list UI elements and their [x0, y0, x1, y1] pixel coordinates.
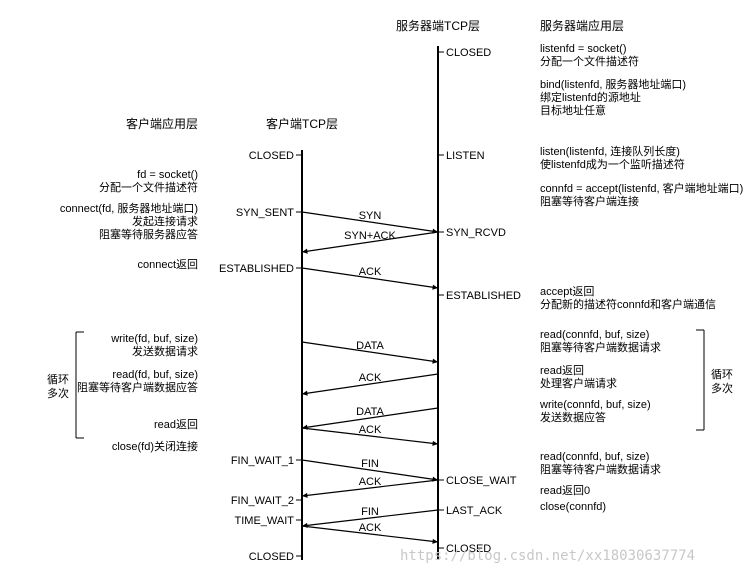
- client-state: CLOSED: [249, 551, 294, 563]
- client-note: 阻塞等待客户端数据应答: [77, 380, 198, 394]
- message-label: ACK: [359, 476, 382, 488]
- message-label: ACK: [359, 372, 382, 384]
- server-note: read(connfd, buf, size): [540, 451, 649, 463]
- server-note: 处理客户端请求: [540, 376, 617, 390]
- client-state: TIME_WAIT: [235, 515, 295, 527]
- message-label: SYN: [359, 210, 382, 222]
- watermark: https://blog.csdn.net/xx18030637774: [400, 548, 695, 564]
- client-note: close(fd)关闭连接: [112, 439, 198, 453]
- server-note: read返回: [540, 364, 584, 377]
- loop-client: 多次: [47, 386, 69, 400]
- client-note: read返回: [154, 418, 198, 431]
- server-note: close(connfd): [540, 501, 606, 513]
- server-state: LISTEN: [446, 150, 485, 162]
- client-note: connect(fd, 服务器地址端口): [60, 201, 198, 215]
- server-note: 发送数据应答: [540, 410, 606, 424]
- server-note: 使listenfd成为一个监听描述符: [540, 157, 685, 171]
- header-server-app: 服务器端应用层: [540, 18, 624, 33]
- server-state: ESTABLISHED: [446, 290, 521, 302]
- client-note: 阻塞等待服务器应答: [99, 227, 198, 241]
- server-note: read(connfd, buf, size): [540, 329, 649, 341]
- header-client-tcp: 客户端TCP层: [266, 116, 338, 131]
- client-note: 发起连接请求: [132, 214, 198, 228]
- server-state: LAST_ACK: [446, 505, 503, 517]
- server-note: 绑定listenfd的源地址: [540, 90, 641, 104]
- client-note: 发送数据请求: [132, 344, 198, 358]
- server-note: accept返回: [540, 285, 594, 298]
- client-note: connect返回: [137, 258, 198, 271]
- client-note: write(fd, buf, size): [110, 333, 198, 345]
- server-state: SYN_RCVD: [446, 227, 506, 239]
- message-label: ACK: [359, 266, 382, 278]
- loop-client: 循环: [47, 373, 69, 386]
- message-label: ACK: [359, 522, 382, 534]
- message-label: ACK: [359, 424, 382, 436]
- server-note: bind(listenfd, 服务器地址端口): [540, 77, 686, 91]
- client-note: read(fd, buf, size): [112, 369, 198, 381]
- client-state: FIN_WAIT_2: [231, 495, 294, 507]
- server-note: listenfd = socket(): [540, 43, 627, 55]
- server-state: CLOSED: [446, 47, 491, 59]
- client-state: ESTABLISHED: [219, 263, 294, 275]
- server-note: 目标地址任意: [540, 103, 606, 117]
- server-state: CLOSE_WAIT: [446, 475, 517, 487]
- message-label: FIN: [361, 458, 379, 470]
- server-note: listen(listenfd, 连接队列长度): [540, 144, 680, 158]
- client-state: CLOSED: [249, 150, 294, 162]
- loop-server: 多次: [711, 381, 733, 395]
- server-note: read返回0: [540, 484, 590, 497]
- message-label: FIN: [361, 506, 379, 518]
- tcp-sequence-diagram: 客户端应用层 客户端TCP层 服务器端TCP层 服务器端应用层 CLOSED SYN_SE…: [0, 0, 745, 572]
- server-note: write(connfd, buf, size): [539, 399, 651, 411]
- message-label: DATA: [356, 406, 384, 418]
- server-note: 阻塞等待客户端数据请求: [540, 340, 661, 354]
- client-note: fd = socket(): [137, 169, 198, 181]
- message-label: DATA: [356, 340, 384, 352]
- server-note: connfd = accept(listenfd, 客户端地址端口): [540, 181, 743, 195]
- message-label: SYN+ACK: [344, 230, 396, 242]
- loop-server: 循环: [711, 368, 733, 381]
- server-note: 分配一个文件描述符: [540, 54, 639, 68]
- server-note: 分配新的描述符connfd和客户端通信: [540, 297, 716, 311]
- server-note: 阻塞等待客户端连接: [540, 194, 639, 208]
- header-server-tcp: 服务器端TCP层: [396, 18, 480, 33]
- client-state: FIN_WAIT_1: [231, 455, 294, 467]
- client-state: SYN_SENT: [236, 207, 294, 219]
- client-note: 分配一个文件描述符: [99, 180, 198, 194]
- server-note: 阻塞等待客户端数据请求: [540, 462, 661, 476]
- header-client-app: 客户端应用层: [126, 116, 198, 131]
